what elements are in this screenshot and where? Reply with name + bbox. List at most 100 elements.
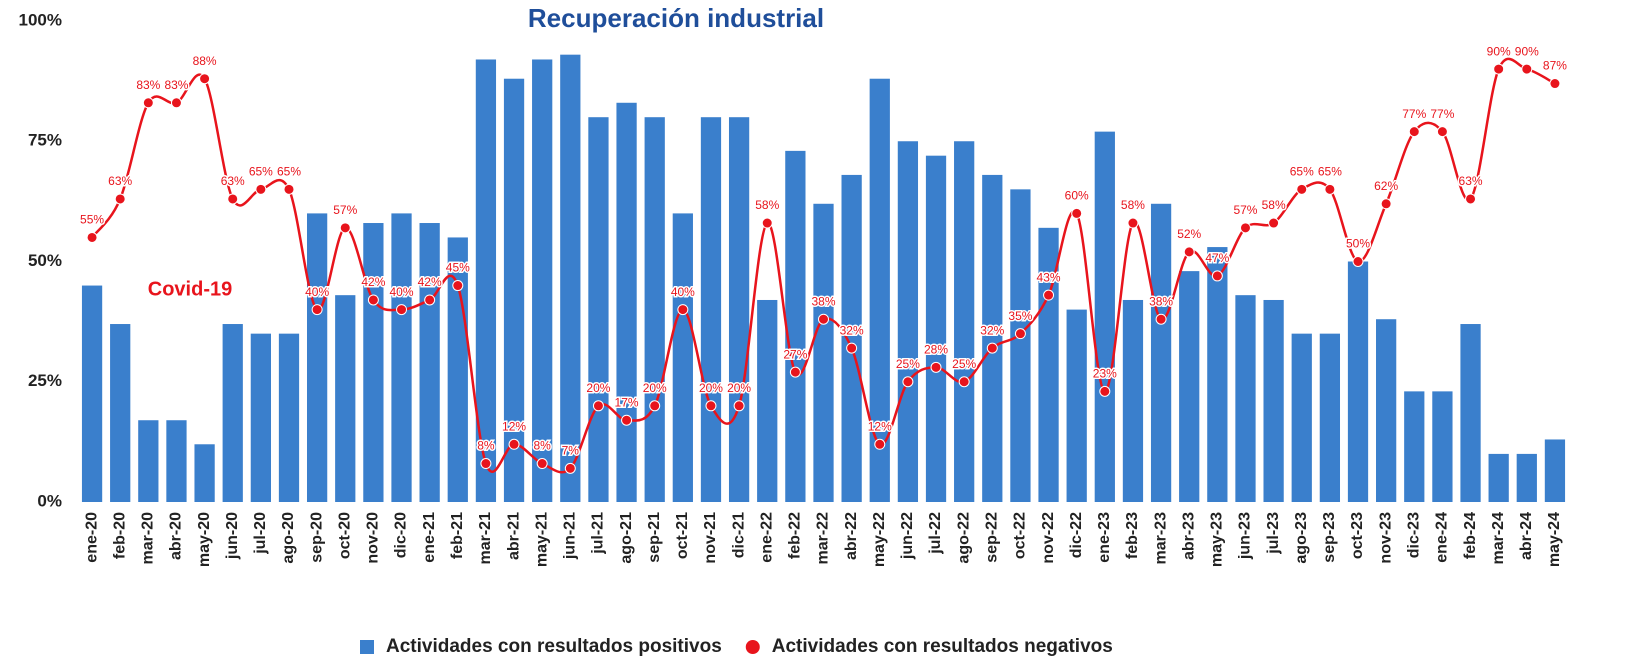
bar (757, 299, 778, 502)
data-label: 87% (1543, 59, 1567, 73)
data-label: 28% (924, 342, 948, 356)
bar (1488, 453, 1509, 502)
bar (1347, 261, 1369, 502)
x-tick-label: dic-23 (1405, 512, 1422, 558)
data-label: 58% (1121, 198, 1145, 212)
data-label: 88% (193, 54, 217, 68)
point (789, 366, 801, 378)
data-label: 62% (1374, 179, 1398, 193)
x-tick-label: jul-23 (1265, 512, 1282, 555)
data-label: 90% (1487, 44, 1511, 58)
point (339, 222, 351, 234)
x-tick-label: ago-22 (955, 512, 972, 564)
point (705, 400, 717, 412)
bar (363, 223, 384, 502)
x-tick-label: nov-22 (1040, 512, 1057, 564)
data-label: 35% (1008, 309, 1032, 323)
x-tick-label: jun-22 (899, 512, 916, 560)
x-tick-label: ago-20 (280, 512, 297, 564)
y-tick-label: 25% (28, 371, 62, 390)
point (846, 342, 858, 354)
point (1465, 193, 1477, 205)
bar (1404, 391, 1425, 502)
data-label: 63% (108, 174, 132, 188)
data-label: 23% (1093, 367, 1117, 381)
data-label: 83% (164, 78, 188, 92)
x-tick-label: jul-22 (927, 512, 944, 555)
data-label: 8% (477, 439, 495, 453)
data-label: 17% (615, 395, 639, 409)
data-label: 63% (1459, 174, 1483, 188)
bar (138, 420, 159, 502)
bar (1460, 324, 1481, 502)
point (170, 97, 182, 109)
x-tick-label: jun-23 (1237, 512, 1254, 560)
data-label: 58% (755, 198, 779, 212)
bar (1179, 271, 1200, 502)
x-tick-label: feb-21 (449, 512, 466, 559)
data-label: 40% (390, 285, 414, 299)
point (677, 304, 689, 316)
x-tick-label: nov-21 (702, 512, 719, 564)
bar (1263, 299, 1284, 502)
x-tick-label: sep-21 (646, 512, 663, 563)
bar (869, 78, 890, 502)
data-label: 32% (980, 323, 1004, 337)
point (1380, 198, 1392, 210)
point (1436, 126, 1448, 138)
bar (1122, 299, 1144, 502)
x-tick-label: sep-22 (984, 512, 1001, 563)
x-tick-label: abr-20 (168, 512, 185, 560)
x-tick-label: may-22 (871, 512, 888, 567)
x-tick-label: may-20 (196, 512, 213, 567)
bar (982, 174, 1003, 503)
point (1549, 78, 1561, 90)
point (621, 414, 633, 426)
y-tick-label: 0% (37, 491, 62, 510)
bar (335, 295, 356, 502)
legend-label: Actividades con resultados positivos (386, 636, 722, 657)
point (818, 313, 829, 325)
x-tick-label: feb-20 (111, 512, 128, 559)
bar (728, 117, 750, 502)
point (1099, 385, 1111, 397)
point (1127, 217, 1139, 229)
data-label: 25% (896, 357, 920, 371)
x-tick-label: dic-20 (393, 512, 410, 558)
data-label: 20% (586, 381, 610, 395)
point (930, 361, 942, 373)
point (86, 231, 98, 243)
bar (1376, 319, 1397, 502)
y-tick-label: 50% (28, 251, 62, 270)
x-tick-label: oct-22 (1012, 512, 1029, 559)
point (564, 462, 576, 474)
bar (1094, 131, 1115, 502)
point (255, 183, 267, 195)
data-label: 77% (1430, 107, 1454, 121)
x-tick-label: dic-21 (730, 512, 747, 558)
x-tick-label: oct-23 (1349, 512, 1366, 559)
point (902, 376, 914, 388)
x-tick-label: ene-20 (83, 512, 100, 563)
data-label: 12% (868, 419, 892, 433)
point (536, 458, 548, 470)
x-tick-label: jul-20 (252, 512, 269, 555)
data-label: 42% (361, 275, 385, 289)
legend-marker (745, 640, 760, 654)
point (452, 280, 464, 292)
x-tick-label: oct-20 (336, 512, 353, 559)
bar (447, 237, 468, 502)
point (649, 400, 661, 412)
bar (1516, 453, 1537, 502)
bar (1066, 309, 1087, 502)
bar (110, 324, 131, 502)
bar (81, 285, 103, 502)
point (986, 342, 998, 354)
x-tick-label: sep-20 (308, 512, 325, 563)
bar (222, 324, 243, 502)
point (480, 458, 492, 470)
x-tick-label: jul-21 (590, 512, 607, 555)
point (1043, 289, 1055, 301)
bar (897, 141, 919, 502)
data-label: 32% (840, 323, 864, 337)
